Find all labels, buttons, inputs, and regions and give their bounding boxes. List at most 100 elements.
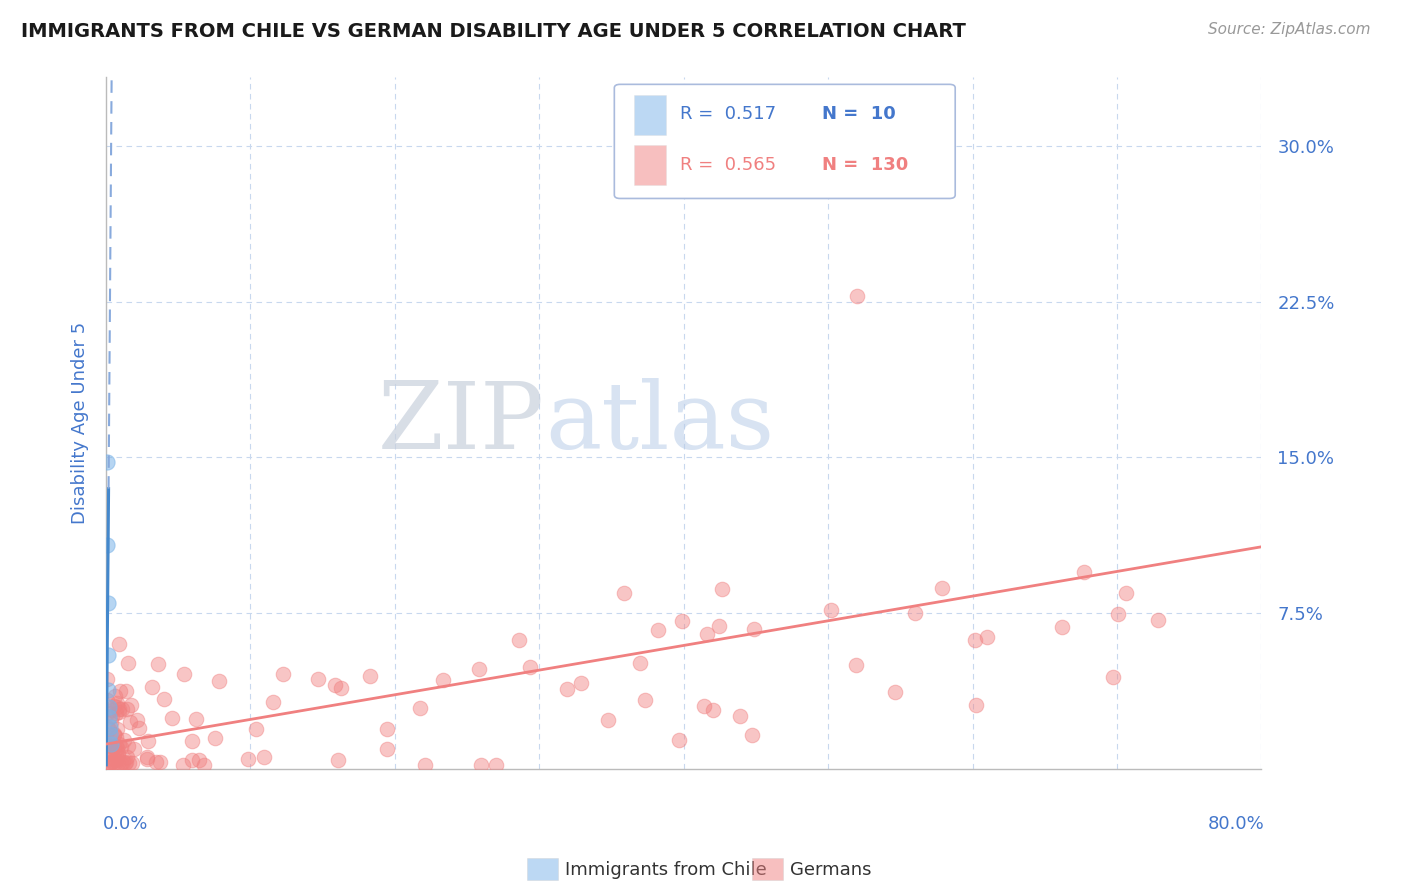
Point — [110, 740, 132, 755]
Point — [307, 672, 329, 686]
Point — [100, 737, 122, 751]
Point — [976, 630, 998, 644]
Point — [634, 693, 657, 707]
Point — [107, 637, 129, 651]
Point — [187, 753, 209, 767]
Point — [120, 698, 142, 712]
Point — [96, 673, 118, 687]
Point — [100, 741, 122, 756]
Point — [193, 757, 215, 772]
Point — [107, 746, 129, 760]
Point — [98, 756, 121, 770]
Point — [145, 755, 167, 769]
Point — [696, 626, 718, 640]
Point — [519, 660, 541, 674]
Point — [105, 706, 128, 720]
Point — [103, 727, 125, 741]
Point — [328, 753, 350, 767]
Point — [470, 757, 492, 772]
Text: 80.0%: 80.0% — [1208, 814, 1264, 833]
Point — [101, 708, 124, 723]
Point — [98, 727, 121, 741]
Point — [744, 622, 766, 636]
Point — [707, 619, 730, 633]
Point — [97, 699, 120, 714]
FancyBboxPatch shape — [634, 145, 666, 185]
Point — [98, 739, 121, 753]
Point — [931, 581, 953, 595]
Point — [136, 750, 159, 764]
Text: ZIP: ZIP — [378, 378, 546, 468]
Point — [323, 678, 346, 692]
Point — [598, 713, 620, 727]
Text: Germans: Germans — [790, 861, 872, 879]
Point — [122, 742, 145, 756]
Point — [1073, 566, 1095, 580]
Point — [172, 757, 194, 772]
Point — [101, 754, 124, 768]
Point — [236, 752, 259, 766]
Point — [884, 684, 907, 698]
Point — [104, 730, 127, 744]
Point — [103, 756, 125, 770]
Point — [693, 699, 716, 714]
Point — [108, 684, 131, 698]
Point — [96, 693, 118, 707]
Point — [117, 739, 139, 753]
Point — [96, 455, 118, 469]
Point — [271, 666, 294, 681]
Point — [101, 702, 124, 716]
Point — [97, 710, 120, 724]
Point — [1050, 619, 1073, 633]
Point — [105, 696, 128, 710]
Point — [105, 700, 128, 714]
Point — [904, 607, 927, 621]
Point — [180, 734, 202, 748]
Point — [1101, 671, 1123, 685]
Text: N =  130: N = 130 — [823, 156, 908, 174]
Text: R =  0.565: R = 0.565 — [681, 156, 776, 174]
Point — [103, 739, 125, 754]
Point — [759, 149, 782, 163]
Point — [118, 756, 141, 770]
Point — [105, 739, 128, 753]
Text: atlas: atlas — [546, 378, 775, 468]
Point — [104, 753, 127, 767]
Point — [375, 722, 398, 736]
Point — [413, 757, 436, 772]
Point — [97, 648, 120, 662]
Point — [508, 633, 530, 648]
Point — [104, 690, 127, 704]
Point — [104, 756, 127, 770]
Point — [408, 700, 430, 714]
Point — [728, 708, 751, 723]
Point — [136, 752, 159, 766]
Point — [569, 675, 592, 690]
Point — [329, 681, 352, 696]
Point — [96, 538, 118, 552]
Point — [107, 756, 129, 770]
Point — [149, 755, 172, 769]
Point — [153, 692, 176, 706]
Point — [613, 586, 636, 600]
Point — [710, 582, 733, 596]
Point — [845, 657, 868, 672]
Point — [702, 703, 724, 717]
Point — [253, 750, 276, 764]
Point — [555, 681, 578, 696]
Point — [104, 748, 127, 763]
Point — [127, 714, 149, 728]
Point — [103, 728, 125, 742]
Point — [117, 656, 139, 670]
Point — [820, 603, 842, 617]
Point — [100, 747, 122, 762]
Point — [110, 756, 132, 770]
Point — [98, 721, 121, 735]
Point — [97, 738, 120, 752]
Point — [485, 757, 508, 772]
Text: Source: ZipAtlas.com: Source: ZipAtlas.com — [1208, 22, 1371, 37]
FancyBboxPatch shape — [634, 95, 666, 135]
Point — [107, 705, 129, 719]
Point — [359, 668, 381, 682]
Text: Immigrants from Chile: Immigrants from Chile — [565, 861, 766, 879]
